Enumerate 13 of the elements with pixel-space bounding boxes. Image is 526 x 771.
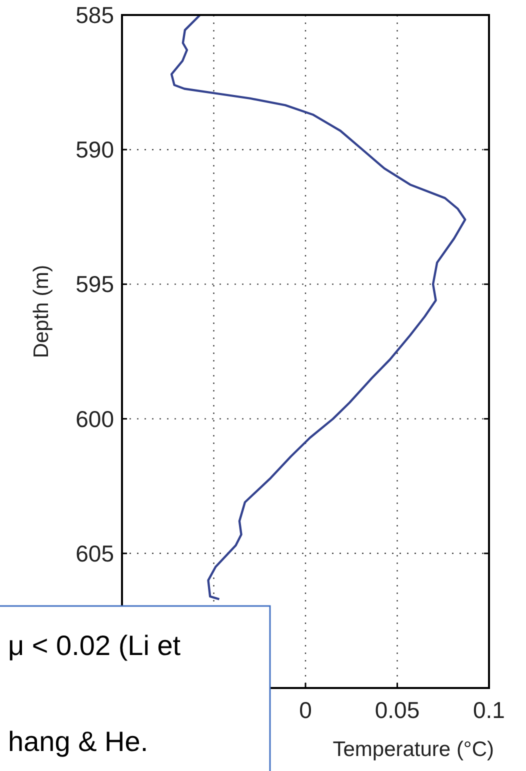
x-tick-label: 0.1: [473, 697, 505, 723]
y-tick-label: 605: [76, 540, 114, 566]
y-tick-label: 590: [76, 136, 114, 163]
x-tick-label: 0.05: [374, 697, 420, 723]
y-tick-label: 600: [76, 406, 114, 432]
line-series: [170, 14, 466, 600]
y-tick-label: 595: [76, 271, 114, 298]
y-axis-title: Depth (m): [30, 264, 53, 358]
x-tick-label: 0: [299, 697, 312, 723]
annotation: μ < 0.02 (Li et: [8, 630, 181, 661]
x-axis-title: Temperature (°C): [332, 738, 494, 761]
text-box: μ < 0.02 (Li et hang & He.: [0, 605, 271, 771]
y-tick-label: 585: [76, 2, 114, 28]
